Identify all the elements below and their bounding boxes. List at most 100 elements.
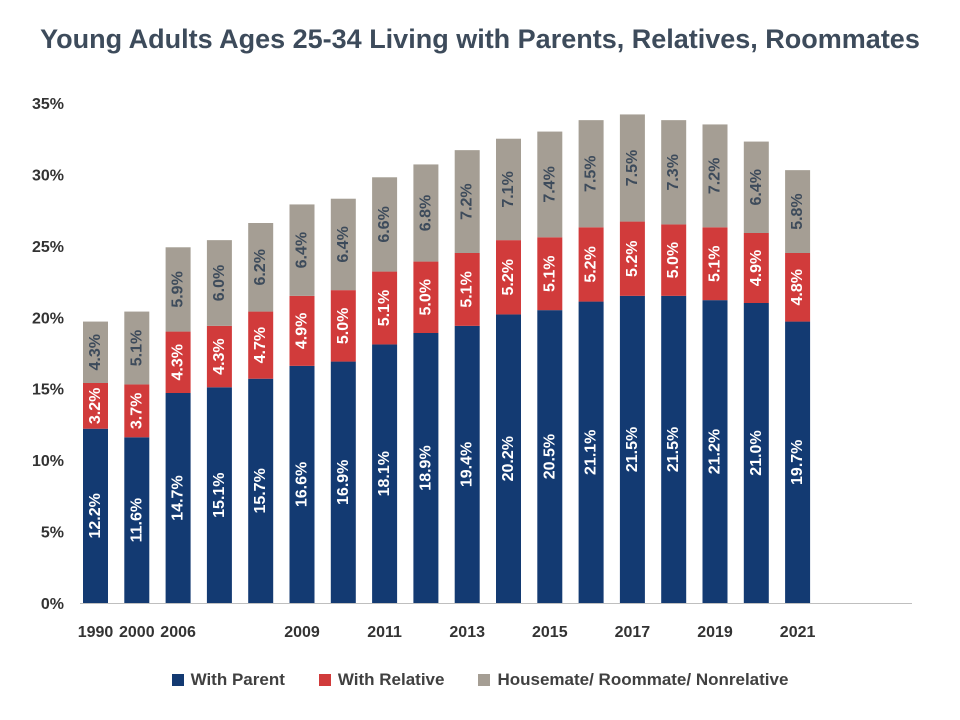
bar-segment-relative — [83, 383, 108, 429]
bar-segment-parent — [372, 344, 398, 603]
bar-segment-nonrelative — [661, 120, 687, 225]
data-label: 6.2% — [252, 249, 269, 285]
data-label: 21.5% — [665, 427, 682, 472]
data-label: 3.7% — [128, 393, 145, 429]
legend-swatch — [171, 674, 184, 686]
data-label: 4.3% — [211, 338, 228, 374]
data-label: 5.0% — [417, 279, 434, 315]
bar-segment-parent — [289, 365, 315, 603]
legend: With Parent With Relative Housemate/ Roomm… — [0, 670, 960, 690]
bar-segment-nonrelative — [83, 321, 108, 383]
y-tick-label: 5% — [41, 525, 64, 542]
legend-swatch — [478, 674, 491, 686]
x-tick-label: 2021 — [780, 624, 816, 641]
data-label: 6.4% — [748, 169, 765, 205]
bar-segment-nonrelative — [537, 131, 563, 238]
bar-segment-relative — [289, 295, 315, 366]
bar-segment-nonrelative — [702, 124, 728, 228]
data-label: 18.1% — [376, 451, 393, 496]
data-label: 4.3% — [170, 344, 187, 380]
y-tick-label: 15% — [32, 382, 64, 399]
bar-segment-parent — [248, 378, 274, 603]
bar-segment-nonrelative — [372, 177, 398, 272]
data-label: 6.6% — [376, 206, 393, 242]
data-label: 4.8% — [789, 269, 806, 305]
x-tick-label: 2006 — [160, 624, 196, 641]
data-label: 7.4% — [541, 166, 558, 202]
chart-title: Young Adults Ages 25-34 Living with Pare… — [40, 24, 920, 54]
bar-segment-nonrelative — [619, 114, 645, 222]
bar-segment-parent — [702, 300, 728, 603]
bar-segment-nonrelative — [578, 120, 604, 228]
bar-segment-parent — [537, 310, 563, 603]
legend-label: Housemate/ Roommate/ Nonrelative — [497, 670, 789, 689]
bar-segment-parent — [454, 325, 480, 603]
data-label: 7.2% — [707, 158, 724, 194]
data-label: 4.9% — [294, 313, 311, 349]
data-label: 5.1% — [541, 255, 558, 291]
bar-segment-parent — [413, 333, 439, 603]
y-tick-label: 25% — [32, 239, 64, 256]
data-label: 20.5% — [541, 434, 558, 479]
bar-segment-parent — [578, 301, 604, 603]
bar-segment-parent — [165, 393, 191, 603]
bar-segment-nonrelative — [496, 138, 521, 241]
data-label: 21.5% — [624, 427, 641, 472]
data-label: 21.2% — [707, 429, 724, 474]
data-label: 12.2% — [87, 493, 104, 538]
data-label: 5.0% — [335, 308, 352, 344]
x-tick-label: 2015 — [532, 624, 568, 641]
bar-segment-nonrelative — [289, 204, 315, 296]
bar-segment-parent — [124, 437, 150, 603]
data-label: 4.3% — [87, 334, 104, 370]
data-label: 5.1% — [128, 330, 145, 366]
data-label: 14.7% — [170, 475, 187, 520]
data-label: 4.7% — [252, 327, 269, 363]
y-tick-label: 30% — [32, 167, 64, 184]
bar-segment-parent — [661, 295, 687, 603]
legend-item: Housemate/ Roommate/ Nonrelative — [478, 670, 788, 690]
bar-segment-relative — [619, 221, 645, 296]
data-label: 6.4% — [294, 232, 311, 268]
bar-segment-relative — [702, 227, 728, 301]
data-label: 20.2% — [500, 436, 517, 481]
x-tick-label: 2000 — [119, 624, 155, 641]
bar-segment-parent — [330, 361, 356, 603]
bar-segment-nonrelative — [785, 170, 811, 253]
bar-segment-relative — [206, 325, 232, 388]
data-label: 4.9% — [748, 250, 765, 286]
data-label: 19.4% — [459, 442, 476, 487]
x-tick-label: 2013 — [449, 624, 485, 641]
bar-segment-nonrelative — [206, 240, 232, 326]
data-label: 7.2% — [459, 183, 476, 219]
data-label: 5.2% — [500, 259, 517, 295]
legend-swatch — [318, 674, 331, 686]
data-label: 6.0% — [211, 265, 228, 301]
data-label: 21.1% — [583, 430, 600, 475]
data-label: 5.8% — [789, 193, 806, 229]
data-label: 11.6% — [128, 498, 145, 542]
data-label: 6.4% — [335, 226, 352, 262]
data-label: 5.9% — [170, 271, 187, 307]
data-label: 5.0% — [665, 242, 682, 278]
legend-label: With Parent — [190, 670, 285, 689]
bar-segment-relative — [661, 224, 687, 296]
bar-segment-nonrelative — [124, 311, 150, 385]
bar-segment-parent — [496, 314, 521, 603]
y-tick-label: 20% — [32, 310, 64, 327]
data-label: 18.9% — [417, 445, 434, 490]
x-tick-label: 2017 — [615, 624, 651, 641]
bar-segment-relative — [785, 253, 811, 322]
data-label: 19.7% — [789, 440, 806, 485]
x-tick-label: 1990 — [78, 624, 114, 641]
data-label: 16.6% — [294, 462, 311, 507]
data-label: 5.2% — [624, 240, 641, 276]
bar-segment-relative — [248, 311, 274, 379]
data-label: 3.2% — [87, 388, 104, 424]
legend-item: With Parent — [171, 670, 285, 690]
y-tick-label: 10% — [32, 453, 64, 470]
bar-segment-relative — [165, 331, 191, 393]
bar-segment-nonrelative — [743, 141, 769, 233]
data-label: 6.8% — [417, 195, 434, 231]
data-label: 5.1% — [707, 245, 724, 281]
